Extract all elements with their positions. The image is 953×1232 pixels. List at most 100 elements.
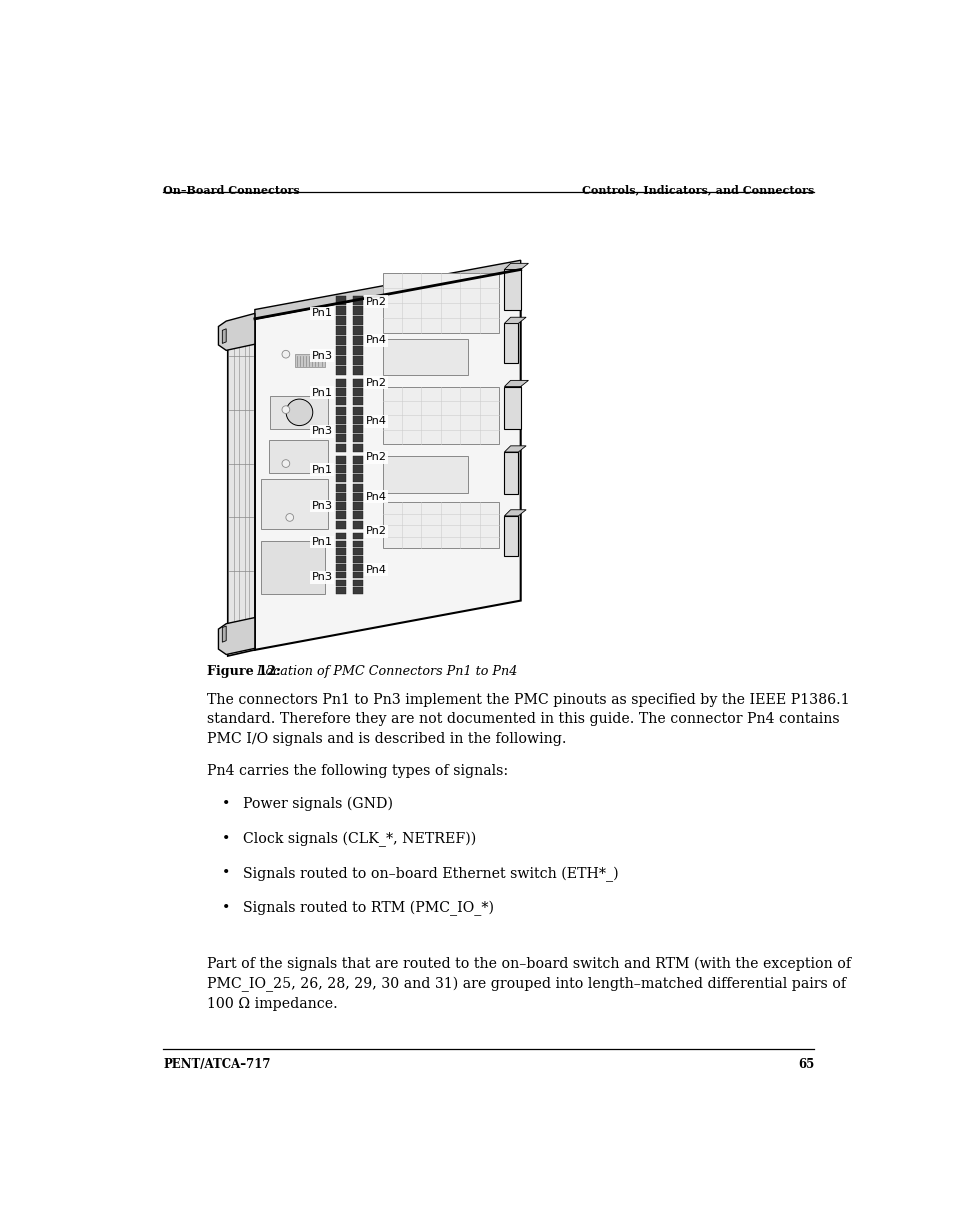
Polygon shape [335, 335, 345, 345]
Polygon shape [382, 339, 468, 375]
Polygon shape [504, 387, 520, 429]
Polygon shape [504, 446, 525, 452]
Text: Figure 12:: Figure 12: [207, 665, 280, 679]
Polygon shape [353, 407, 363, 415]
Polygon shape [335, 503, 345, 510]
Polygon shape [504, 452, 517, 494]
Polygon shape [353, 378, 363, 387]
Text: Pn2: Pn2 [365, 378, 386, 388]
Text: Signals routed to RTM (PMC_IO_*): Signals routed to RTM (PMC_IO_*) [243, 901, 494, 917]
Text: Signals routed to on–board Ethernet switch (ETH*_): Signals routed to on–board Ethernet swit… [243, 866, 618, 882]
Polygon shape [353, 520, 363, 529]
Polygon shape [335, 325, 345, 335]
Polygon shape [353, 306, 363, 314]
Polygon shape [353, 425, 363, 434]
Text: Location of PMC Connectors Pn1 to Pn4: Location of PMC Connectors Pn1 to Pn4 [253, 665, 517, 679]
Text: Power signals (GND): Power signals (GND) [243, 797, 393, 812]
Polygon shape [254, 260, 520, 319]
Polygon shape [222, 626, 226, 642]
Polygon shape [335, 511, 345, 520]
Polygon shape [335, 306, 345, 314]
Polygon shape [335, 588, 345, 594]
Polygon shape [218, 313, 254, 350]
Polygon shape [353, 511, 363, 520]
Polygon shape [335, 346, 345, 355]
Polygon shape [504, 510, 525, 516]
Polygon shape [353, 493, 363, 501]
Polygon shape [353, 541, 363, 547]
Polygon shape [335, 541, 345, 547]
Polygon shape [382, 456, 468, 493]
Polygon shape [353, 456, 363, 464]
Polygon shape [261, 479, 328, 529]
Polygon shape [335, 296, 345, 304]
Text: •: • [222, 866, 231, 880]
Polygon shape [382, 387, 498, 445]
Polygon shape [335, 532, 345, 540]
Polygon shape [218, 617, 254, 654]
Polygon shape [353, 346, 363, 355]
Polygon shape [335, 564, 345, 570]
Polygon shape [353, 556, 363, 563]
Polygon shape [353, 356, 363, 365]
Polygon shape [335, 556, 345, 563]
Text: Pn3: Pn3 [311, 426, 333, 436]
Circle shape [286, 514, 294, 521]
Polygon shape [353, 548, 363, 556]
Polygon shape [335, 378, 345, 387]
Text: Clock signals (CLK_*, NETREF)): Clock signals (CLK_*, NETREF)) [243, 832, 476, 846]
Text: 65: 65 [798, 1058, 814, 1071]
Polygon shape [504, 270, 520, 309]
Polygon shape [353, 397, 363, 405]
Polygon shape [335, 493, 345, 501]
Polygon shape [353, 444, 363, 452]
Polygon shape [335, 474, 345, 483]
Text: Pn4: Pn4 [365, 564, 386, 575]
Polygon shape [353, 474, 363, 483]
Text: Pn4 carries the following types of signals:: Pn4 carries the following types of signa… [207, 764, 508, 777]
Text: Pn3: Pn3 [311, 351, 333, 361]
Polygon shape [382, 503, 498, 548]
Text: Pn1: Pn1 [311, 388, 333, 398]
Polygon shape [353, 503, 363, 510]
Text: Pn1: Pn1 [311, 464, 333, 474]
Polygon shape [335, 456, 345, 464]
Polygon shape [294, 354, 324, 367]
Polygon shape [353, 325, 363, 335]
Polygon shape [504, 323, 517, 363]
Polygon shape [335, 397, 345, 405]
Text: PENT/ATCA–717: PENT/ATCA–717 [163, 1058, 271, 1071]
Polygon shape [335, 434, 345, 442]
Polygon shape [353, 579, 363, 586]
Polygon shape [228, 319, 254, 655]
Polygon shape [353, 464, 363, 473]
Polygon shape [335, 464, 345, 473]
Polygon shape [353, 532, 363, 540]
Polygon shape [382, 272, 498, 333]
Text: Pn4: Pn4 [365, 335, 386, 345]
Polygon shape [261, 541, 324, 594]
Polygon shape [353, 588, 363, 594]
Polygon shape [335, 315, 345, 324]
Polygon shape [335, 483, 345, 492]
Polygon shape [335, 356, 345, 365]
Polygon shape [335, 520, 345, 529]
Polygon shape [335, 444, 345, 452]
Text: Pn4: Pn4 [365, 416, 386, 426]
Circle shape [282, 405, 290, 414]
Polygon shape [353, 415, 363, 424]
Text: On–Board Connectors: On–Board Connectors [163, 185, 300, 196]
Polygon shape [222, 329, 226, 344]
Polygon shape [353, 388, 363, 397]
Polygon shape [335, 579, 345, 586]
Text: Controls, Indicators, and Connectors: Controls, Indicators, and Connectors [581, 185, 814, 196]
Polygon shape [335, 425, 345, 434]
Text: Part of the signals that are routed to the on–board switch and RTM (with the exc: Part of the signals that are routed to t… [207, 956, 850, 1011]
Circle shape [286, 399, 313, 425]
Text: Pn2: Pn2 [365, 526, 386, 536]
Polygon shape [270, 395, 328, 429]
Polygon shape [353, 483, 363, 492]
Text: •: • [222, 901, 231, 915]
Polygon shape [353, 434, 363, 442]
Text: The connectors Pn1 to Pn3 implement the PMC pinouts as specified by the IEEE P13: The connectors Pn1 to Pn3 implement the … [207, 692, 848, 747]
